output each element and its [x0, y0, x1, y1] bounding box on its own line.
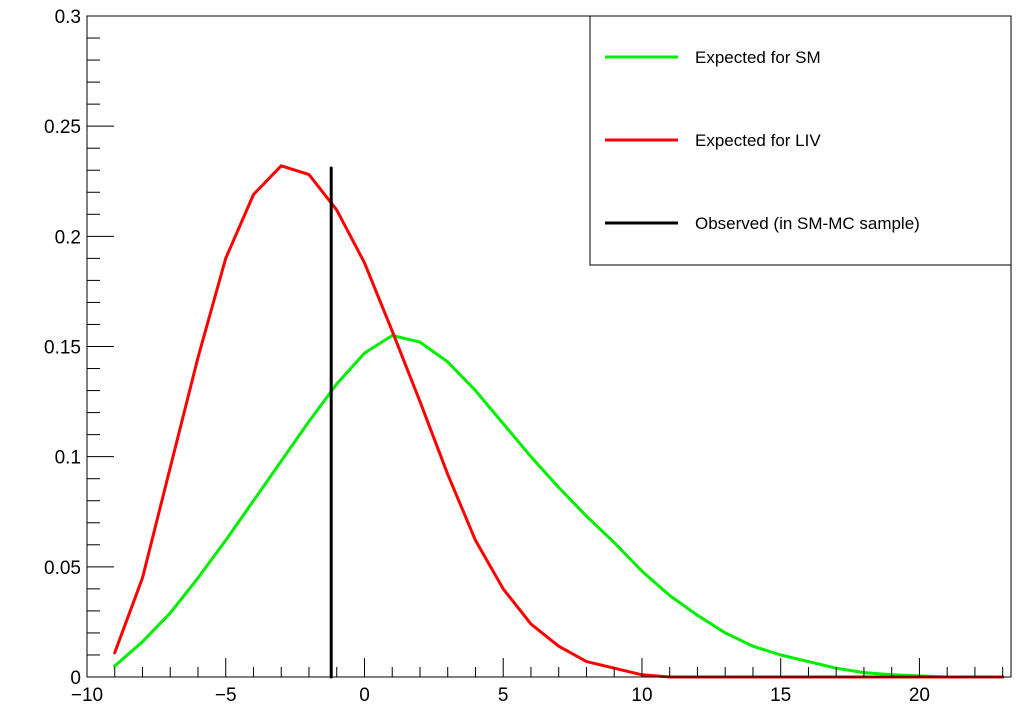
legend-label-expected-for-sm: Expected for SM: [695, 48, 821, 67]
x-tick-label: −10: [71, 685, 103, 706]
axes-layer: −10 −5 0 5 10 15 20 0 0.05 0.1 0.15 0.2 0.25 0.3: [44, 7, 1012, 706]
legend: Expected for SM Expected for LIV Observed …: [589, 15, 1012, 266]
x-tick-label: 15: [770, 685, 791, 706]
y-tick-label: 0.15: [44, 338, 81, 359]
x-tick-label: −5: [215, 685, 237, 706]
series-line-expected-for-sm: [113, 334, 1005, 679]
legend-label-observed-in-sm-mc-sample: Observed (in SM-MC sample): [695, 214, 920, 233]
x-tick-label: 10: [631, 685, 652, 706]
y-tick-label: 0: [70, 668, 81, 689]
y-tick-label: 0.05: [44, 558, 81, 579]
x-tick-label: 20: [909, 685, 930, 706]
y-tick-label: 0.3: [55, 7, 81, 28]
y-tick-label: 0.2: [55, 227, 81, 248]
legend-label-expected-for-liv: Expected for LIV: [695, 131, 821, 150]
y-tick-label: 0.1: [55, 448, 81, 469]
y-tick-label: 0.25: [44, 117, 81, 138]
x-tick-label: 0: [359, 685, 370, 706]
x-tick-label: 5: [498, 685, 509, 706]
